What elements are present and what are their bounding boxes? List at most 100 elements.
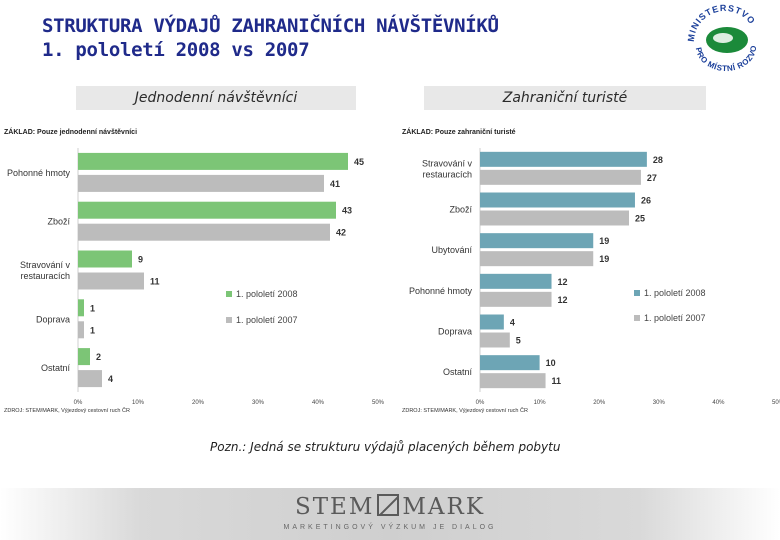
bar-h1-2008 [480,314,504,330]
bar-value-label: 10 [546,358,556,368]
bar-value-label: 1 [90,303,95,313]
bar-value-label: 12 [558,277,568,287]
bar-h1-2007 [480,210,629,226]
bar-h1-2007 [480,373,546,389]
brand-left: STEM [294,494,375,520]
x-tick-label: 10% [132,400,145,406]
legend-label: 1. pololetí 2007 [644,313,706,323]
bar-value-label: 19 [599,254,609,264]
bar-value-label: 11 [150,277,160,287]
bar-h1-2007 [78,321,84,339]
legend-label: 1. pololetí 2007 [236,315,298,325]
bar-h1-2007 [78,174,324,192]
chart-tourists: ZÁKLAD: Pouze zahraniční turisté 28 27 Stra… [398,112,780,423]
bar-value-label: 1 [90,325,95,335]
bar-value-label: 4 [510,318,515,328]
bar-value-label: 2 [96,352,101,362]
bar-h1-2008 [78,201,336,219]
footnote: Pozn.: Jedná se strukturu výdajů placený… [210,440,561,454]
category-label: Doprava [438,327,472,337]
bar-h1-2007 [480,169,641,185]
legend-swatch [226,291,232,297]
bar-h1-2007 [78,370,102,388]
category-label: Ostatní [443,367,473,377]
category-label: Doprava [36,314,70,324]
x-tick-label: 40% [712,400,725,406]
bar-h1-2008 [480,273,552,289]
x-tick-label: 10% [534,400,547,406]
bar-h1-2007 [78,272,144,290]
logo-highlight [713,33,733,43]
chart-day-visitors-svg: ZÁKLAD: Pouze jednodenní návštěvníci4541… [4,127,385,414]
chart-source-label: ZDROJ: STEM/MARK, Výjezdový cestovní ruc… [402,407,528,414]
category-label: Zboží [47,217,70,227]
chart-basis-label: ZÁKLAD: Pouze zahraniční turisté [402,127,516,136]
category-label: Stravování v [20,260,71,270]
x-tick-label: 30% [252,400,265,406]
brand-tagline: MARKETINGOVÝ VÝZKUM JE DIALOG [283,524,497,531]
category-label: Ostatní [41,363,71,373]
category-label: Pohonné hmoty [409,286,473,296]
bar-h1-2007 [480,291,552,307]
bar-value-label: 11 [552,376,562,386]
legend-swatch [634,290,640,296]
x-tick-label: 20% [593,400,606,406]
bar-value-label: 43 [342,206,352,216]
bar-value-label: 28 [653,155,663,165]
panel-header-right: Zahraniční turisté [424,86,706,110]
brand-separator-icon [377,494,400,516]
x-tick-label: 30% [653,400,666,406]
category-label: restauracích [20,271,70,281]
bar-h1-2008 [78,250,132,268]
stemmark-logo: STEM MARK [0,494,780,520]
category-label: Pohonné hmoty [7,168,71,178]
x-tick-label: 0% [74,400,83,406]
x-tick-label: 40% [312,400,325,406]
x-tick-label: 50% [372,400,385,406]
category-label: restauracích [422,169,472,179]
bar-value-label: 9 [138,255,143,265]
bar-value-label: 19 [599,236,609,246]
bar-value-label: 4 [108,374,113,384]
category-label: Stravování v [422,158,473,168]
bar-h1-2008 [480,355,540,371]
bar-h1-2008 [78,152,348,170]
bar-value-label: 27 [647,173,657,183]
title-line-2: 1. pololetí 2008 vs 2007 [42,39,310,61]
bar-value-label: 41 [330,179,340,189]
bar-h1-2008 [78,299,84,317]
chart-source-label: ZDROJ: STEM/MARK, Výjezdový cestovní ruc… [4,407,130,414]
bar-h1-2008 [480,151,647,167]
x-tick-label: 50% [772,400,780,406]
bar-value-label: 12 [558,295,568,305]
legend-label: 1. pololetí 2008 [644,288,706,298]
brand-right: MARK [402,494,486,520]
bar-h1-2008 [480,192,635,208]
slide-title: STRUKTURA VÝDAJŮ ZAHRANIČNÍCH NÁVŠTĚVNÍK… [42,14,499,62]
bar-value-label: 5 [516,336,521,346]
bar-value-label: 25 [635,214,645,224]
legend-label: 1. pololetí 2008 [236,289,298,299]
bar-h1-2008 [480,233,594,249]
bar-h1-2007 [78,223,330,241]
panel-header-left: Jednodenní návštěvníci [76,86,356,110]
chart-day-visitors: ZÁKLAD: Pouze jednodenní návštěvníci 45 41… [0,112,392,423]
bar-h1-2007 [480,251,594,267]
category-label: Ubytování [431,245,472,255]
bar-h1-2008 [78,348,90,366]
x-tick-label: 20% [192,400,205,406]
category-label: Zboží [449,205,472,215]
bar-h1-2007 [480,332,510,348]
bar-value-label: 42 [336,228,346,238]
bar-value-label: 26 [641,196,651,206]
chart-tourists-svg: ZÁKLAD: Pouze zahraniční turisté 28 27 Stra… [402,127,780,414]
legend-swatch [634,315,640,321]
title-line-1: STRUKTURA VÝDAJŮ ZAHRANIČNÍCH NÁVŠTĚVNÍK… [42,15,499,37]
chart-basis-label: ZÁKLAD: Pouze jednodenní návštěvníci [4,127,137,136]
bar-value-label: 45 [354,157,364,167]
legend-swatch [226,317,232,323]
footer-band: STEM MARK MARKETINGOVÝ VÝZKUM JE DIALOG [0,488,780,540]
x-tick-label: 0% [476,400,485,406]
